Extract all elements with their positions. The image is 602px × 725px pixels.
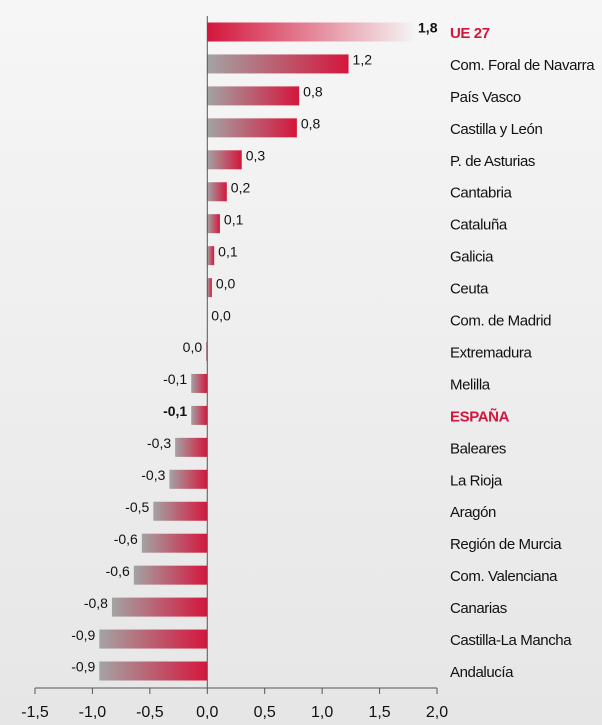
x-tick-label: -0,5 [136,704,164,721]
category-label: Ceuta [450,281,489,298]
category-label: Aragón [450,504,496,521]
category-label: ESPAÑA [450,407,510,425]
bar [206,342,208,361]
category-label: Región de Murcia [450,536,562,553]
bar [141,533,208,553]
category-label: Extremadura [450,344,533,361]
category-label: Com. Foral de Navarra [450,57,595,74]
value-label: 0,0 [216,275,236,291]
bar [207,54,349,74]
bar [207,246,215,266]
category-label: Castilla-La Mancha [450,632,572,649]
value-label: -0,3 [147,435,171,451]
bar [207,86,300,106]
bar [99,629,208,649]
value-label: 0,8 [303,84,323,100]
bar [99,661,208,681]
category-label: Baleares [450,440,506,457]
bar [207,182,227,202]
category-label: Com. Valenciana [450,568,558,585]
bar [191,405,208,425]
category-label: Cantabria [450,185,512,202]
bar [207,22,415,42]
x-tick-label: 1,0 [311,704,333,721]
bar [133,565,208,585]
value-label: 1,8 [418,20,438,36]
bar [207,118,297,138]
bar [191,373,208,393]
x-tick-label: -1,5 [21,704,49,721]
value-label: 0,8 [301,116,321,132]
category-label: Galicia [450,249,494,266]
value-label: -0,1 [163,403,187,419]
bar [153,501,208,521]
category-label: País Vasco [450,89,521,106]
category-label: Castilla y León [450,121,542,138]
bar [111,597,208,617]
category-label: P. de Asturias [450,153,535,170]
bar [169,469,208,489]
x-tick-label: 2,0 [426,704,448,721]
category-label: UE 27 [450,25,490,42]
category-label: Andalucía [450,664,514,681]
category-label: Melilla [450,376,491,393]
value-label: 0,3 [246,148,266,164]
value-label: -0,3 [141,467,165,483]
value-label: -0,8 [84,595,108,611]
value-label: -0,5 [125,499,149,515]
category-label: Cataluña [450,217,508,234]
category-label: La Rioja [450,472,503,489]
bar [207,150,242,170]
value-label: -0,9 [71,627,95,643]
value-label: 0,2 [231,179,251,195]
value-label: 0,1 [218,243,238,259]
value-label: 1,2 [353,52,373,68]
category-label: Canarias [450,600,507,617]
value-label: -0,6 [114,531,138,547]
x-tick-label: 0,5 [254,704,276,721]
value-label: 0,1 [224,211,244,227]
x-tick-label: 0,0 [196,704,218,721]
bar [207,278,212,298]
value-label: -0,6 [106,563,130,579]
value-label: -0,9 [71,659,95,675]
value-label: 0,0 [211,307,231,323]
value-label: -0,1 [163,371,187,387]
bar [175,437,208,457]
x-tick-label: -1,0 [79,704,107,721]
value-label: 0,0 [183,339,203,355]
category-label: Com. de Madrid [450,313,551,330]
x-tick-label: 1,5 [368,704,390,721]
bar [207,214,220,234]
